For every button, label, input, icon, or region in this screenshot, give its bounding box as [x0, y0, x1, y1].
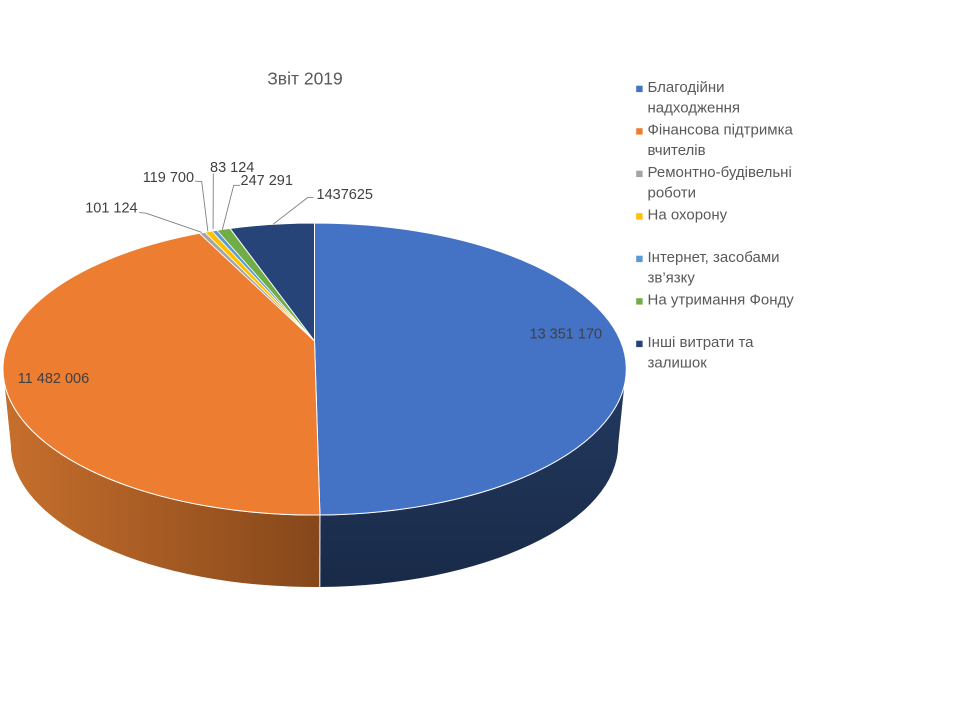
svg-text:Благодійни: Благодійни: [648, 79, 725, 96]
svg-text:Ремонтно-будівельні: Ремонтно-будівельні: [648, 164, 792, 181]
svg-text:На утримання Фонду: На утримання Фонду: [648, 291, 795, 308]
svg-text:зв’язку: зв’язку: [648, 269, 696, 286]
svg-text:На охорону: На охорону: [648, 206, 728, 223]
svg-text:вчителів: вчителів: [648, 142, 706, 159]
svg-text:11 482 006: 11 482 006: [18, 371, 90, 387]
svg-text:роботи: роботи: [648, 184, 697, 201]
svg-text:83 124: 83 124: [210, 160, 254, 176]
svg-text:247 291: 247 291: [241, 173, 293, 189]
svg-text:Інтернет, засобами: Інтернет, засобами: [648, 249, 780, 266]
svg-text:надходження: надходження: [648, 99, 741, 116]
svg-text:119 700: 119 700: [143, 170, 194, 186]
svg-text:1437625: 1437625: [317, 187, 373, 203]
svg-text:101 124: 101 124: [85, 201, 137, 217]
svg-text:Звіт 2019: Звіт 2019: [267, 69, 343, 89]
svg-text:13 351 170: 13 351 170: [530, 327, 603, 343]
svg-text:Фінансова підтримка: Фінансова підтримка: [648, 121, 794, 138]
svg-text:Інші витрати та: Інші витрати та: [648, 334, 755, 351]
svg-text:залишок: залишок: [648, 354, 708, 371]
